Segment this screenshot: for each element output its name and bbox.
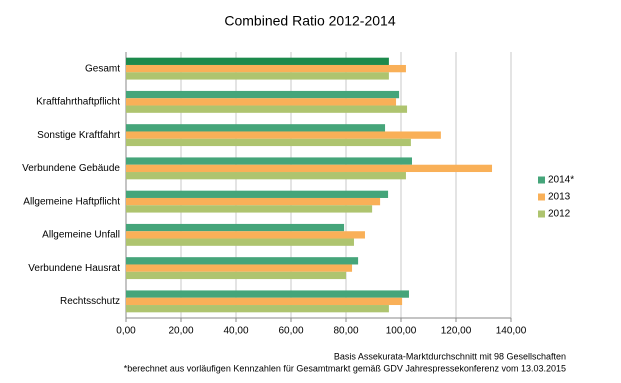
- legend-swatch: [538, 210, 545, 218]
- bar: [126, 238, 354, 246]
- bar: [126, 164, 493, 173]
- bar: [126, 64, 406, 73]
- bar: [126, 98, 397, 106]
- y-tick-label: Verbundene Hausrat: [28, 263, 120, 274]
- bar: [126, 305, 389, 313]
- bar: [126, 57, 389, 65]
- x-tick-label: 0,00: [116, 326, 136, 337]
- y-tick-label: Gesamt: [85, 63, 120, 74]
- x-tick-label: 60,00: [278, 326, 303, 337]
- x-tick-label: 80,00: [333, 326, 358, 337]
- y-tick-label: Allgemeine Haftpflicht: [23, 196, 120, 207]
- legend-label: 2014*: [548, 175, 574, 186]
- bar: [126, 223, 345, 232]
- bar: [126, 157, 412, 165]
- bar: [126, 131, 441, 139]
- x-tick-label: 120,00: [441, 326, 472, 337]
- x-tick-label: 100,00: [386, 326, 417, 337]
- bar: [126, 138, 411, 147]
- bar: [126, 190, 389, 198]
- x-tick-label: 40,00: [223, 326, 248, 337]
- bar: [126, 271, 346, 280]
- bar: [126, 72, 389, 80]
- x-tick-label: 20,00: [168, 326, 193, 337]
- bar: [126, 124, 386, 132]
- y-tick-label: Verbundene Gebäude: [22, 163, 120, 174]
- legend-swatch: [538, 193, 545, 201]
- bar: [126, 231, 365, 239]
- chart-title: Combined Ratio 2012-2014: [224, 13, 395, 29]
- legend-label: 2012: [548, 209, 571, 220]
- legend-label: 2013: [548, 192, 571, 203]
- bar: [126, 90, 400, 99]
- y-tick-label: Kraftfahrthaftpflicht: [36, 97, 120, 108]
- y-tick-label: Rechtsschutz: [60, 296, 120, 307]
- footnote: *berechnet aus vorläufigen Kennzahlen fü…: [124, 363, 566, 373]
- bar: [126, 257, 359, 265]
- bar: [126, 290, 409, 298]
- y-tick-label: Allgemeine Unfall: [42, 230, 120, 241]
- bar: [126, 105, 408, 113]
- footnote: Basis Assekurata-Marktdurchschnitt mit 9…: [334, 351, 566, 361]
- bar: [126, 297, 403, 306]
- y-tick-label: Sonstige Kraftfahrt: [37, 130, 120, 141]
- bar: [126, 172, 406, 180]
- bar: [126, 264, 353, 272]
- x-tick-label: 140,00: [496, 326, 527, 337]
- bar: [126, 205, 373, 213]
- bar: [126, 197, 381, 206]
- legend-swatch: [538, 176, 545, 184]
